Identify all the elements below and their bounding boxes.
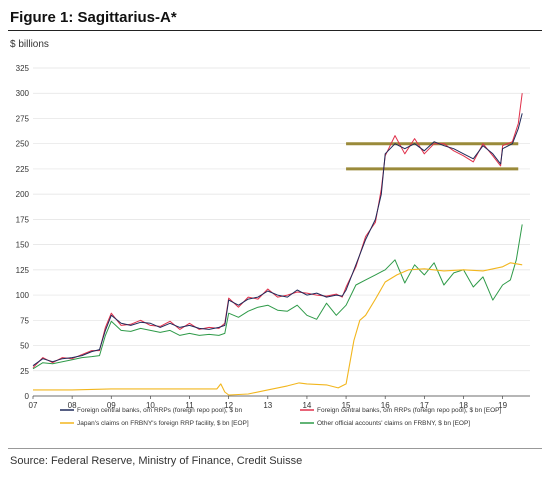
legend-label: Foreign central banks, o/n RRPs (foreign… <box>77 407 243 414</box>
y-tick-label: 125 <box>16 266 30 275</box>
title-rule <box>8 30 542 31</box>
y-tick-label: 0 <box>25 392 30 401</box>
legend: Foreign central banks, o/n RRPs (foreign… <box>60 407 501 427</box>
series-line-2 <box>33 262 523 396</box>
bottom-rule <box>8 448 542 449</box>
y-tick-label: 300 <box>16 89 30 98</box>
annotation-bands <box>346 142 519 171</box>
x-tick-label: 08 <box>68 401 77 410</box>
legend-label: Japan's claims on FRBNY's foreign RRP fa… <box>77 420 249 427</box>
x-tick-label: 19 <box>498 401 507 410</box>
x-tick-label: 09 <box>107 401 116 410</box>
x-tick-label: 11 <box>185 401 194 410</box>
x-tick-label: 18 <box>459 401 468 410</box>
series-line-3 <box>32 224 523 370</box>
y-tick-label: 200 <box>16 190 30 199</box>
source-note: Source: Federal Reserve, Ministry of Fin… <box>10 455 303 467</box>
x-tick-label: 13 <box>263 401 272 410</box>
figure-title: Figure 1: Sagittarius-A* <box>10 9 177 26</box>
x-tick-label: 12 <box>224 401 233 410</box>
y-tick-label: 325 <box>16 64 30 73</box>
series-line-0 <box>32 113 523 367</box>
x-tick-label: 15 <box>342 401 351 410</box>
y-tick-label: 25 <box>20 367 29 376</box>
legend-label: Other official accounts' claims on FRBNY… <box>317 420 470 427</box>
x-tick-label: 17 <box>420 401 429 410</box>
y-tick-label: 225 <box>16 165 30 174</box>
chart: $ billions 0 25 50 75 100 125 150 175 200 225 250 2… <box>10 39 530 427</box>
y-axis-label: $ billions <box>10 39 49 50</box>
gridlines <box>33 67 530 397</box>
x-tick-label: 16 <box>381 401 390 410</box>
y-tick-label: 150 <box>16 241 30 250</box>
y-tick-label: 250 <box>16 140 30 149</box>
x-tick-label: 07 <box>29 401 38 410</box>
series-line-1 <box>32 93 523 369</box>
x-tick-label: 10 <box>146 401 155 410</box>
y-tick-label: 50 <box>20 342 29 351</box>
y-tick-labels: 0 25 50 75 100 125 150 175 200 225 250 275 300 325 <box>16 64 30 401</box>
y-tick-label: 175 <box>16 215 30 224</box>
legend-label: Foreign central banks, o/n RRPs (foreign… <box>317 407 501 414</box>
y-tick-label: 100 <box>16 291 30 300</box>
y-tick-label: 75 <box>20 316 29 325</box>
x-axis: 07 08 09 10 11 12 13 14 15 16 17 18 19 <box>29 395 530 410</box>
y-tick-label: 275 <box>16 114 30 123</box>
x-tick-label: 14 <box>302 401 311 410</box>
series-lines <box>32 93 523 396</box>
